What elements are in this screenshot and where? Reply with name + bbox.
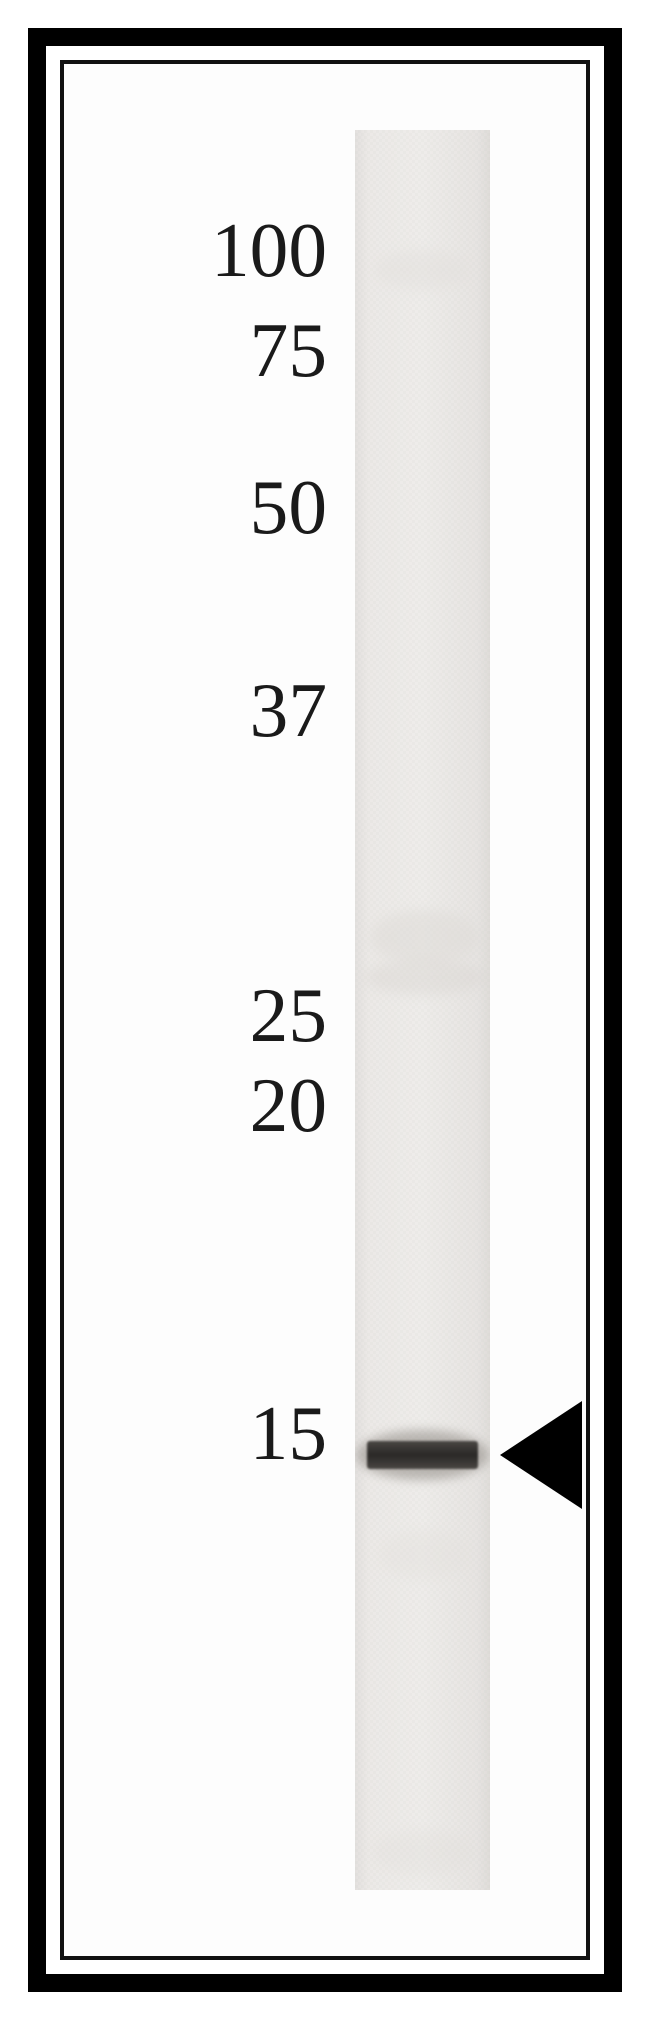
lane-grain xyxy=(355,130,490,1890)
mw-label: 37 xyxy=(250,666,327,755)
band-arrow-icon xyxy=(500,1401,582,1509)
lane-smudge xyxy=(370,910,480,965)
detected-band xyxy=(367,1441,478,1469)
mw-label: 25 xyxy=(250,971,327,1060)
mw-label: 100 xyxy=(211,206,327,295)
lane-smudge xyxy=(380,1530,470,1580)
lane-smudge xyxy=(375,250,470,290)
mw-label: 75 xyxy=(250,306,327,395)
mw-label: 20 xyxy=(250,1061,327,1150)
mw-label: 50 xyxy=(250,463,327,552)
mw-label: 15 xyxy=(250,1389,327,1478)
lane-smudge xyxy=(365,960,485,995)
lane-smudge xyxy=(373,1830,473,1875)
blot-panel: 100 75 50 37 2520 15 xyxy=(60,60,590,1960)
gel-lane xyxy=(355,130,490,1890)
